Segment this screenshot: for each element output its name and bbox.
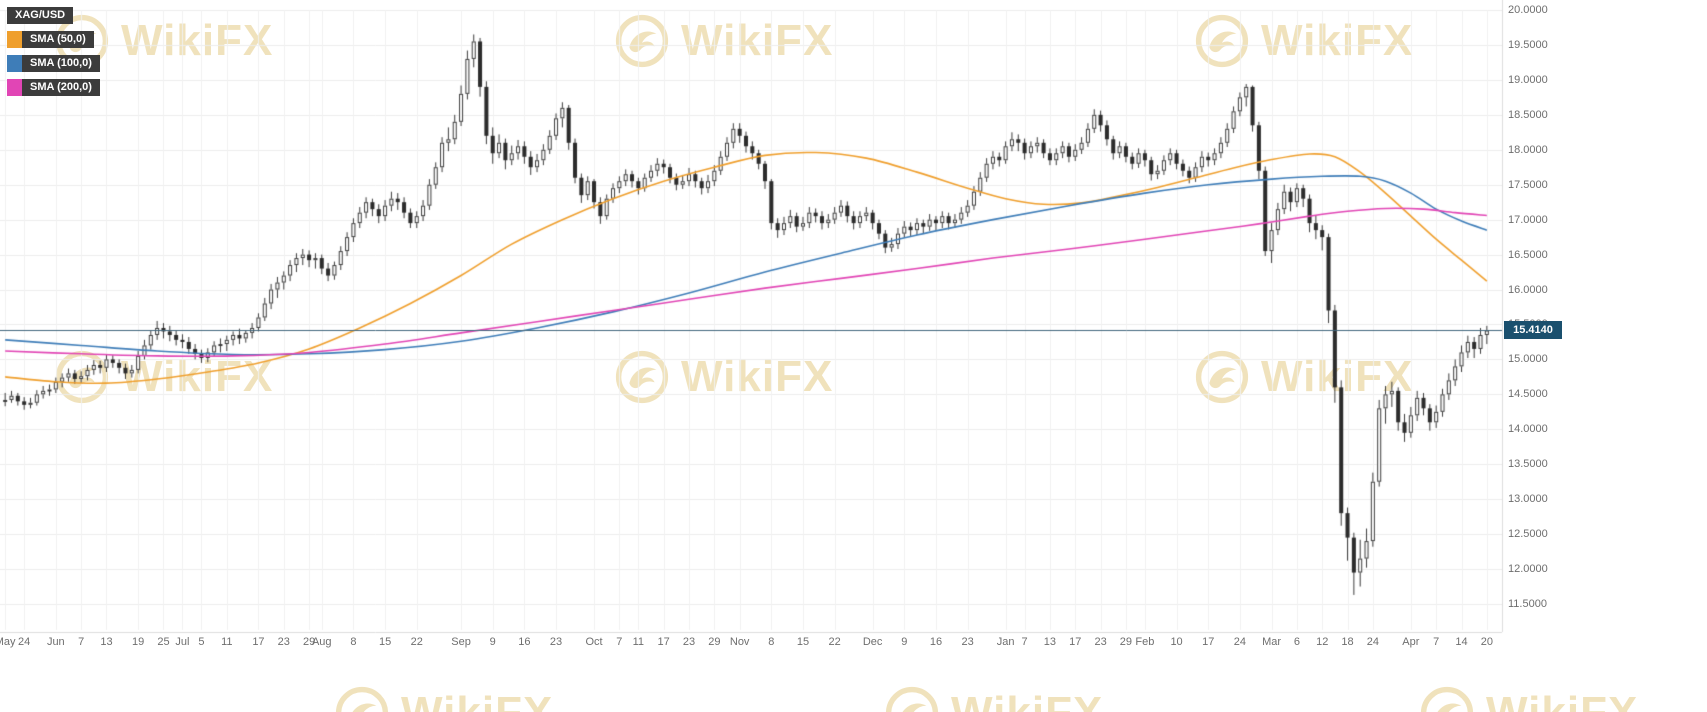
sma100-label: SMA (100,0) — [22, 55, 100, 72]
price-axis-label: 11.5000 — [1508, 598, 1547, 610]
price-axis-label: 14.0000 — [1508, 423, 1548, 436]
sma200-label: SMA (200,0) — [22, 79, 100, 96]
price-axis-label: 12.0000 — [1508, 563, 1548, 576]
price-axis-label: 20.0000 — [1508, 4, 1548, 16]
time-axis-label: Apr — [1402, 636, 1420, 648]
symbol-badge[interactable]: XAG/USD — [7, 7, 74, 24]
time-axis-label: 11 — [632, 636, 645, 648]
time-axis-label: 13 — [100, 636, 113, 648]
time-axis-label: 17 — [657, 636, 670, 648]
time-axis-label: 14 — [1455, 636, 1468, 648]
time-axis-label: Feb — [1135, 636, 1155, 648]
sma50-swatch — [7, 31, 22, 48]
time-axis-label: 22 — [410, 636, 423, 648]
price-axis-label: 19.5000 — [1508, 38, 1548, 51]
time-axis-label: Aug — [311, 636, 332, 648]
time-axis-label: 22 — [828, 636, 841, 648]
time-axis-label: Jan — [996, 636, 1015, 648]
time-axis-label: 7 — [616, 636, 623, 648]
time-axis-label: Dec — [862, 636, 883, 648]
time-axis-label: Jun — [46, 636, 65, 648]
time-axis-label: 9 — [489, 636, 496, 648]
legend-sma100[interactable]: SMA (100,0) — [7, 55, 100, 72]
price-axis-label: 12.5000 — [1508, 528, 1548, 541]
price-axis-label: 13.0000 — [1508, 493, 1548, 506]
time-axis-label: 6 — [1293, 636, 1300, 648]
legend-sma50[interactable]: SMA (50,0) — [7, 31, 94, 48]
time-axis-label: 29 — [708, 636, 721, 648]
current-price-tag: 15.4140 — [1504, 321, 1562, 340]
time-axis-label: 23 — [277, 636, 290, 648]
sma200-swatch — [7, 79, 22, 96]
time-axis-label: 17 — [1202, 636, 1215, 648]
price-axis-label: 17.0000 — [1508, 213, 1548, 226]
price-axis-label: 16.5000 — [1508, 248, 1548, 261]
time-axis-label: 23 — [682, 636, 696, 648]
time-axis-label: Nov — [729, 636, 750, 648]
time-axis[interactable]: May24Jun7131925Jul511172329Aug81522Sep91… — [0, 636, 1510, 658]
time-axis-label: Mar — [1262, 636, 1282, 648]
time-axis-label: 15 — [796, 636, 810, 648]
price-axis-label: 16.0000 — [1508, 283, 1548, 296]
time-axis-label: 15 — [378, 636, 392, 648]
time-axis-label: 5 — [198, 636, 205, 648]
time-axis-label: 16 — [518, 636, 531, 648]
time-axis-label: 13 — [1043, 636, 1057, 648]
time-axis-label: 23 — [549, 636, 563, 648]
price-axis-label: 13.5000 — [1508, 458, 1548, 471]
time-axis-label: 7 — [1021, 636, 1028, 648]
price-axis-label: 17.5000 — [1508, 178, 1548, 191]
time-axis-label: 11 — [221, 636, 233, 648]
time-axis-label: 29 — [1119, 636, 1133, 648]
time-axis-label: 24 — [1366, 636, 1379, 648]
price-axis-label: 14.5000 — [1508, 388, 1548, 401]
time-axis-label: 7 — [1433, 636, 1440, 648]
time-axis-label: 12 — [1316, 636, 1329, 648]
sma100-swatch — [7, 55, 22, 72]
price-axis-label: 19.0000 — [1508, 73, 1548, 86]
legend: XAG/USD SMA (50,0) SMA (100,0) SMA (200,… — [7, 7, 100, 96]
time-axis-label: 9 — [901, 636, 908, 648]
price-axis-label: 18.5000 — [1508, 108, 1548, 121]
time-axis-label: 24 — [1233, 636, 1246, 648]
time-axis-label: 7 — [78, 636, 85, 648]
time-axis-label: 17 — [252, 636, 265, 648]
time-axis-label: 8 — [768, 636, 775, 648]
time-axis-label: 18 — [1341, 636, 1354, 648]
price-axis[interactable]: 20.0000 19.5000 19.0000 18.5000 18.0000 17.50… — [1506, 0, 1576, 632]
time-axis-label: 23 — [1094, 636, 1107, 648]
time-axis-label: Oct — [585, 636, 603, 648]
legend-sma200[interactable]: SMA (200,0) — [7, 79, 100, 96]
time-axis-label: 10 — [1170, 636, 1183, 648]
time-axis-label: 17 — [1069, 636, 1082, 648]
time-axis-label: 20 — [1480, 636, 1493, 648]
time-axis-label: 25 — [157, 636, 170, 648]
time-axis-label: May — [0, 636, 16, 648]
time-axis-label: 23 — [961, 636, 974, 648]
time-axis-label: 16 — [929, 636, 943, 648]
price-axis-label: 15.0000 — [1508, 353, 1548, 366]
time-axis-label: Sep — [451, 636, 471, 648]
price-axis-label: 18.0000 — [1508, 143, 1548, 156]
time-axis-label: 8 — [350, 636, 357, 648]
time-axis-label: 24 — [18, 636, 31, 648]
time-axis-label: 19 — [132, 636, 145, 648]
time-axis-label: 29 — [302, 636, 316, 648]
time-axis-label: Jul — [175, 636, 190, 648]
sma50-label: SMA (50,0) — [22, 31, 94, 48]
